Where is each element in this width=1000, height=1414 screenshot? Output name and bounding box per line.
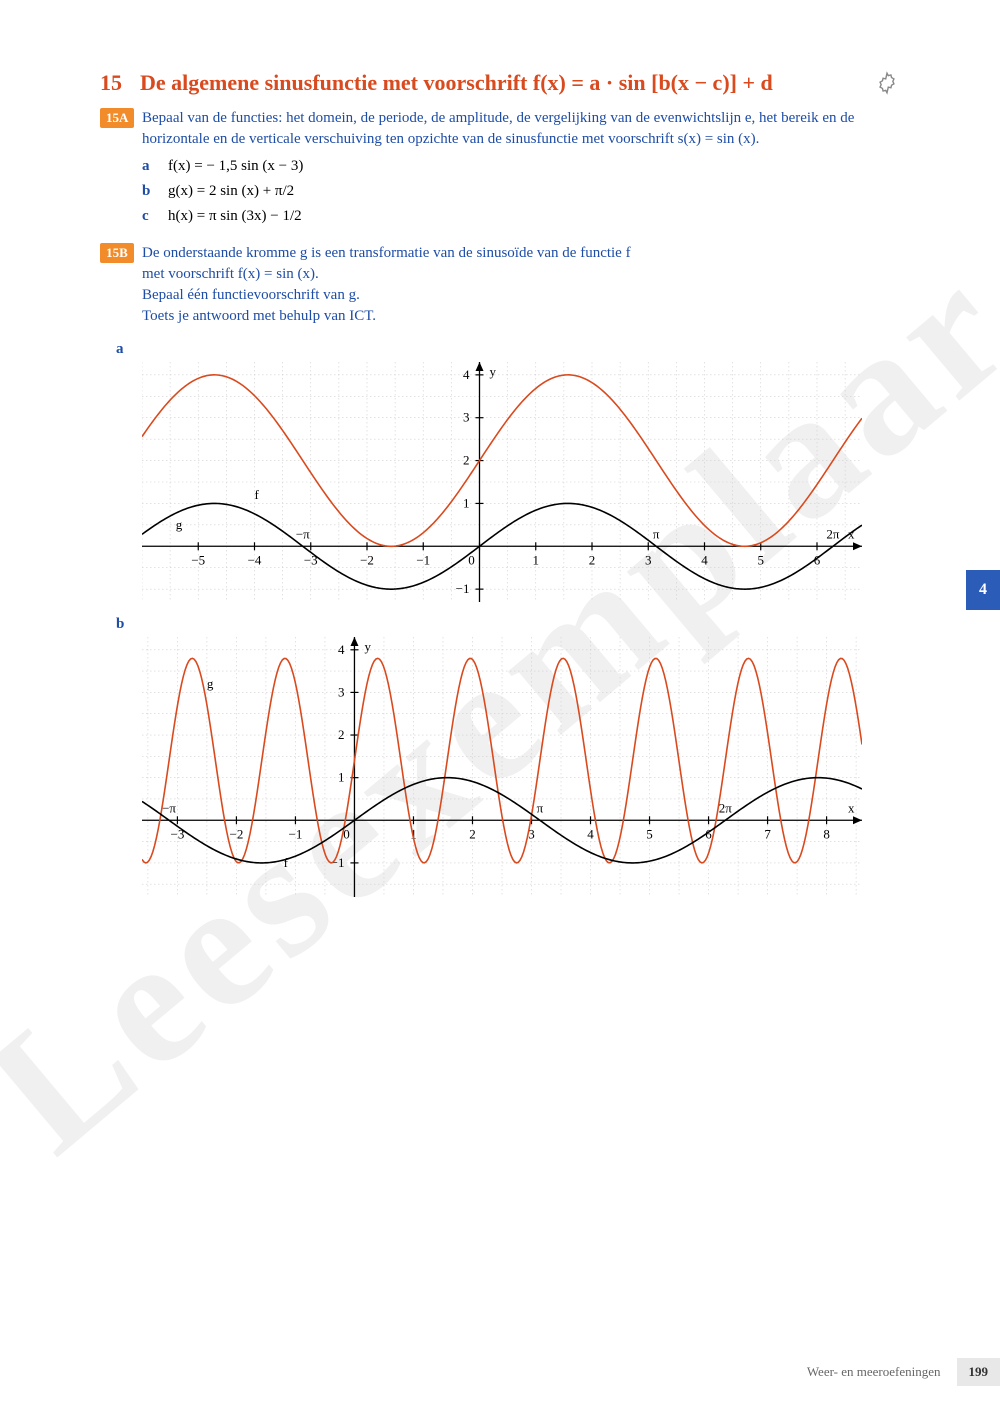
line4: Toets je antwoord met behulp van ICT.	[142, 308, 376, 324]
svg-text:2π: 2π	[826, 526, 840, 541]
chart-b-letter: b	[116, 616, 142, 633]
gear-icon	[874, 70, 900, 96]
svg-text:1: 1	[463, 495, 470, 510]
svg-text:x: x	[848, 800, 855, 815]
svg-text:−3: −3	[304, 552, 318, 567]
svg-text:y: y	[490, 364, 497, 379]
section-header: 15 De algemene sinusfunctie met voorschr…	[100, 70, 900, 96]
exercise-15a: 15A Bepaal van de functies: het domein, …	[100, 108, 900, 150]
svg-text:π: π	[537, 800, 544, 815]
svg-text:1: 1	[533, 552, 540, 567]
line2: met voorschrift f(x) = sin (x).	[142, 266, 319, 282]
chart-a-wrap: a −5−4−3−2−10123456−11234−ππ2πxygf	[142, 341, 900, 602]
svg-text:−π: −π	[296, 526, 310, 541]
item-equation: f(x) = − 1,5 sin (x − 3)	[168, 158, 303, 175]
item-b: b g(x) = 2 sin (x) + π/2	[142, 183, 900, 200]
svg-text:5: 5	[758, 552, 765, 567]
svg-text:4: 4	[587, 826, 594, 841]
svg-text:8: 8	[823, 826, 830, 841]
page-footer: Weer- en meeroefeningen 199	[807, 1358, 1000, 1386]
svg-text:1: 1	[338, 770, 345, 785]
item-equation: g(x) = 2 sin (x) + π/2	[168, 183, 294, 200]
section-number: 15	[100, 70, 140, 96]
svg-text:−3: −3	[170, 826, 184, 841]
svg-text:π: π	[653, 526, 660, 541]
item-a: a f(x) = − 1,5 sin (x − 3)	[142, 158, 900, 175]
item-equation: h(x) = π sin (3x) − 1/2	[168, 208, 302, 225]
svg-text:g: g	[207, 676, 214, 691]
svg-text:−1: −1	[456, 581, 470, 596]
svg-text:3: 3	[645, 552, 652, 567]
page-content: 15 De algemene sinusfunctie met voorschr…	[0, 0, 1000, 967]
badge-15a: 15A	[100, 108, 134, 128]
chart-a: −5−4−3−2−10123456−11234−ππ2πxygf	[142, 362, 862, 602]
svg-text:−2: −2	[360, 552, 374, 567]
chart-a-letter: a	[116, 341, 142, 358]
svg-text:−2: −2	[230, 826, 244, 841]
item-letter: b	[142, 183, 168, 200]
footer-text: Weer- en meeroefeningen	[807, 1364, 941, 1380]
svg-text:2: 2	[589, 552, 596, 567]
svg-text:2: 2	[338, 727, 345, 742]
svg-text:−4: −4	[248, 552, 262, 567]
svg-text:−π: −π	[162, 800, 176, 815]
svg-text:g: g	[176, 517, 183, 532]
exercise-15b-text: De onderstaande kromme g is een transfor…	[142, 243, 900, 327]
svg-text:4: 4	[463, 367, 470, 382]
svg-text:5: 5	[646, 826, 653, 841]
svg-text:2π: 2π	[719, 800, 733, 815]
line3: Bepaal één functievoorschrift van g.	[142, 287, 360, 303]
svg-text:2: 2	[463, 453, 470, 468]
svg-text:−1: −1	[416, 552, 430, 567]
svg-text:−5: −5	[191, 552, 205, 567]
item-letter: a	[142, 158, 168, 175]
svg-text:3: 3	[463, 410, 470, 425]
badge-15b: 15B	[100, 243, 134, 263]
chart-b: −3−2−1012345678−11234−ππ2πxygf	[142, 637, 862, 897]
svg-text:3: 3	[338, 684, 345, 699]
svg-text:7: 7	[764, 826, 771, 841]
line1: De onderstaande kromme g is een transfor…	[142, 245, 631, 261]
svg-text:f: f	[255, 487, 260, 502]
svg-text:f: f	[284, 855, 289, 870]
svg-text:4: 4	[701, 552, 708, 567]
item-letter: c	[142, 208, 168, 225]
svg-text:4: 4	[338, 642, 345, 657]
exercise-15a-text: Bepaal van de functies: het domein, de p…	[142, 108, 900, 150]
svg-text:−1: −1	[289, 826, 303, 841]
chart-b-wrap: b −3−2−1012345678−11234−ππ2πxygf	[142, 616, 900, 897]
page-number: 199	[957, 1358, 1000, 1386]
item-c: c h(x) = π sin (3x) − 1/2	[142, 208, 900, 225]
svg-text:2: 2	[469, 826, 476, 841]
exercise-15b: 15B De onderstaande kromme g is een tran…	[100, 243, 900, 327]
section-title: De algemene sinusfunctie met voorschrift…	[140, 70, 864, 96]
svg-text:y: y	[364, 639, 371, 654]
